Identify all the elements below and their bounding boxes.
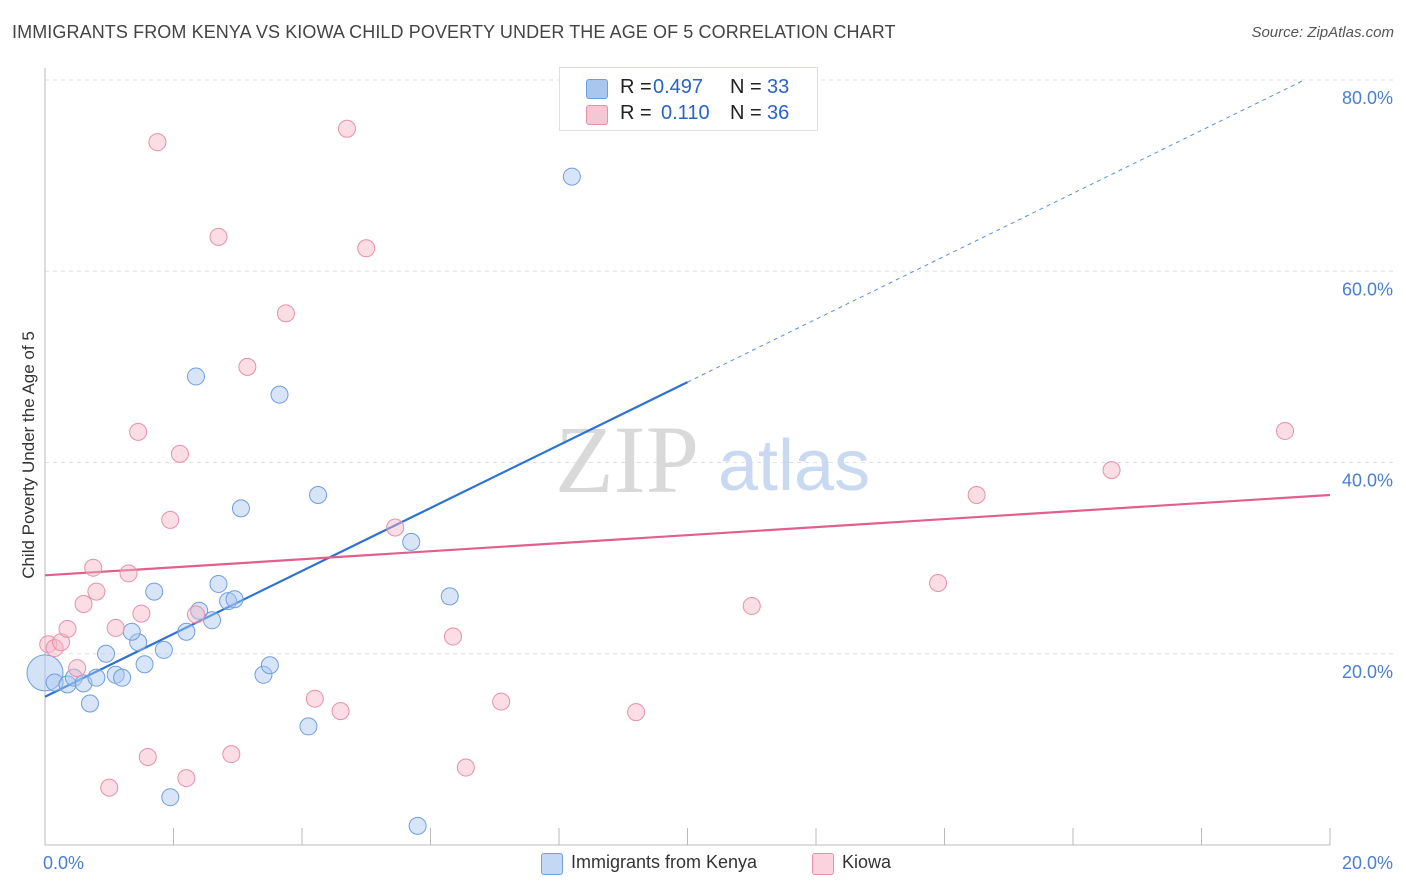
- data-point: [84, 558, 103, 577]
- data-point: [154, 640, 173, 659]
- data-point: [386, 518, 405, 537]
- legend-row-kiowa: R = 0.110 N = 36: [560, 102, 817, 128]
- data-point: [122, 622, 141, 641]
- data-point: [80, 694, 99, 713]
- data-point: [64, 668, 83, 687]
- data-point: [440, 587, 459, 606]
- data-point: [222, 745, 241, 764]
- data-point: [203, 611, 222, 630]
- data-point: [967, 486, 986, 505]
- data-point: [145, 582, 164, 601]
- data-point: [408, 816, 427, 835]
- bottom-legend-kiowa: Kiowa: [812, 851, 932, 877]
- bottom-legend-swatch-kiowa: [812, 853, 834, 875]
- data-point: [138, 748, 157, 767]
- data-point: [87, 582, 106, 601]
- data-point: [132, 604, 151, 623]
- chart-title: IMMIGRANTS FROM KENYA VS KIOWA CHILD POV…: [12, 22, 896, 42]
- trend-line-extension: [687, 79, 1305, 383]
- legend-swatch-kiowa: [586, 105, 608, 125]
- correlation-legend: R = 0.497 N = 33 R = 0.110 N = 36: [559, 67, 818, 131]
- bottom-legend-swatch-kenya: [541, 853, 563, 875]
- data-point: [170, 444, 189, 463]
- data-point: [209, 574, 228, 593]
- y-tick-label: 40.0%: [1342, 471, 1393, 491]
- legend-n-label: N =: [730, 102, 762, 124]
- watermark-atlas: atlas: [718, 426, 870, 506]
- data-point: [225, 590, 244, 609]
- data-point: [219, 592, 238, 611]
- data-point: [1276, 421, 1295, 440]
- data-point: [238, 357, 257, 376]
- data-point: [68, 659, 87, 678]
- data-point: [562, 167, 581, 186]
- data-point: [74, 595, 93, 614]
- data-point: [119, 564, 138, 583]
- data-point: [929, 573, 948, 592]
- data-point: [456, 758, 475, 777]
- legend-n-value: 33: [767, 76, 790, 98]
- data-point: [402, 532, 421, 551]
- data-point: [177, 769, 196, 788]
- data-point: [87, 668, 106, 687]
- legend-n-label: N =: [730, 76, 762, 98]
- data-point: [742, 596, 761, 615]
- bottom-legend-label-kenya: Immigrants from Kenya: [571, 852, 758, 872]
- legend-n-value: 36: [767, 102, 790, 124]
- data-point: [161, 788, 180, 807]
- data-point: [58, 675, 77, 694]
- y-tick-label: 80.0%: [1342, 88, 1393, 108]
- data-point: [100, 778, 119, 797]
- y-tick-label: 20.0%: [1342, 662, 1393, 682]
- data-point: [276, 304, 295, 323]
- data-point: [148, 133, 167, 152]
- data-point: [186, 367, 205, 386]
- watermark: ZIP atlas: [555, 406, 870, 513]
- data-point: [254, 665, 273, 684]
- legend-r-value: 0.110: [661, 102, 710, 124]
- legend-r-value: 0.497: [653, 76, 704, 98]
- data-point: [1102, 461, 1121, 480]
- legend-swatch-kenya: [586, 79, 608, 99]
- legend-row-kenya: R = 0.497 N = 33: [560, 76, 817, 102]
- data-point: [113, 668, 132, 687]
- source-label: Source: ZipAtlas.com: [1251, 24, 1394, 41]
- data-point: [209, 227, 228, 246]
- data-point: [129, 422, 148, 441]
- data-point: [309, 486, 328, 505]
- data-point: [331, 702, 350, 721]
- data-point: [135, 655, 154, 674]
- x-tick-label: 20.0%: [1342, 853, 1393, 873]
- data-point: [337, 119, 356, 138]
- data-point: [177, 622, 196, 641]
- data-point: [260, 656, 279, 675]
- bottom-legend-kenya: Immigrants from Kenya: [541, 851, 801, 877]
- legend-r-label: R =: [620, 102, 652, 124]
- y-axis-title: Child Poverty Under the Age of 5: [19, 331, 38, 579]
- data-point: [186, 605, 205, 624]
- data-point: [357, 239, 376, 258]
- data-point: [97, 644, 116, 663]
- bottom-legend-label-kiowa: Kiowa: [842, 852, 892, 872]
- data-point: [443, 627, 462, 646]
- watermark-zip: ZIP: [555, 406, 699, 513]
- y-tick-label: 60.0%: [1342, 279, 1393, 299]
- trend-line: [44, 381, 688, 698]
- data-point: [231, 499, 250, 518]
- data-point: [106, 618, 125, 637]
- trend-line: [44, 493, 1331, 577]
- data-point: [58, 619, 77, 638]
- data-point: [161, 510, 180, 529]
- data-point: [26, 654, 64, 692]
- data-point: [305, 689, 324, 708]
- data-point: [299, 717, 318, 736]
- x-tick-label: 0.0%: [43, 853, 84, 873]
- data-point: [270, 385, 289, 404]
- data-point: [627, 703, 646, 722]
- legend-r-label: R =: [620, 76, 652, 98]
- data-point: [492, 692, 511, 711]
- data-point: [129, 633, 148, 652]
